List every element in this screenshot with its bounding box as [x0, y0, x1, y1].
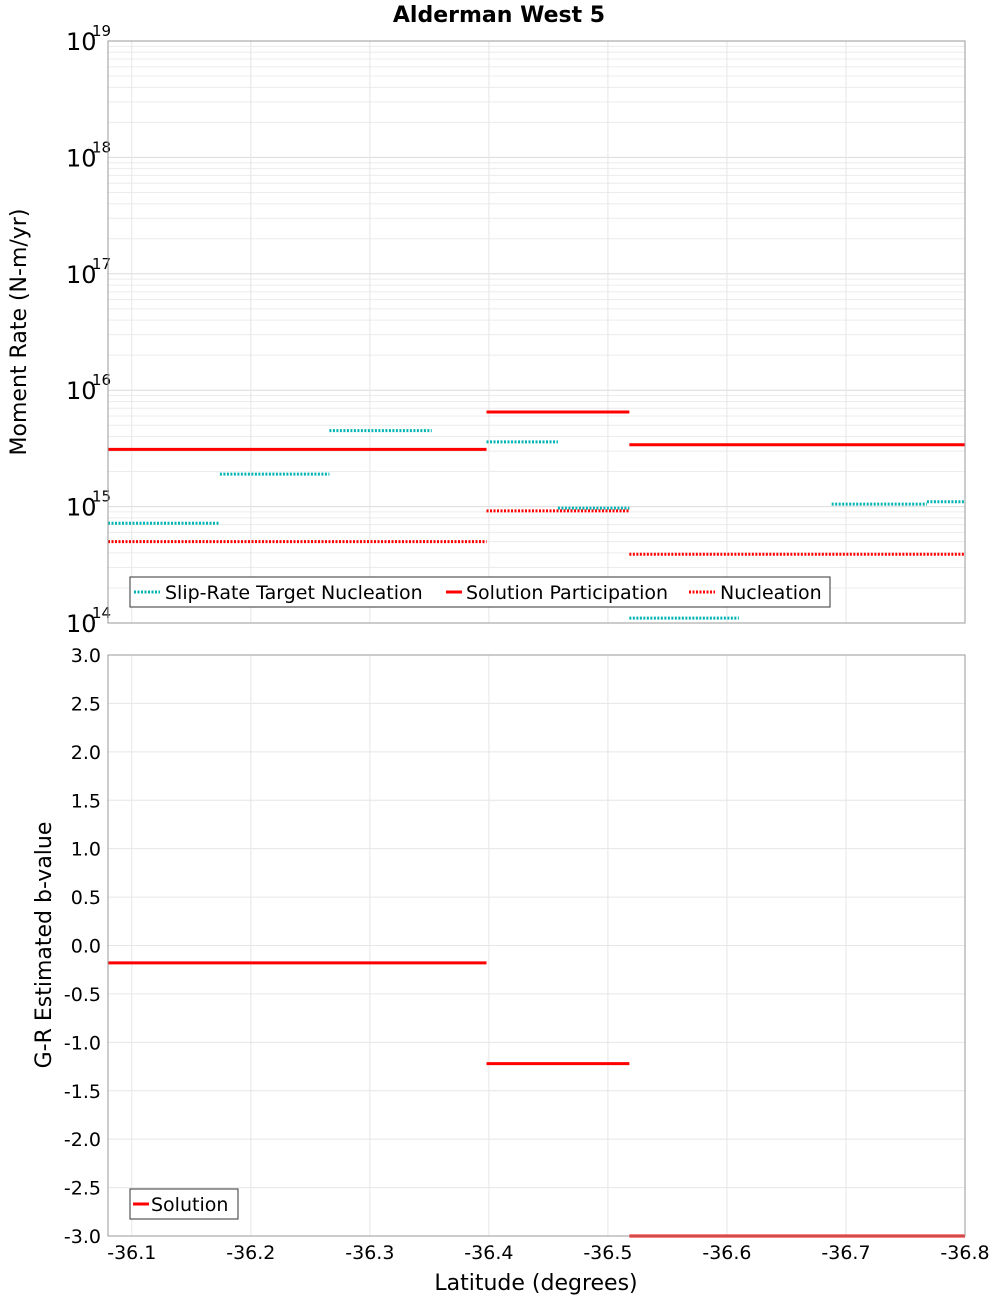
x-tick-label: -36.6 — [702, 1242, 751, 1264]
bottom-y-tick-label: -0.5 — [64, 984, 101, 1006]
bottom-y-tick-label: 0.0 — [71, 936, 101, 958]
bottom-y-tick-label: 1.5 — [71, 790, 101, 812]
x-tick-label: -36.4 — [464, 1242, 513, 1264]
bottom-y-tick-label: -3.0 — [64, 1226, 101, 1248]
x-tick-label: -36.1 — [107, 1242, 156, 1264]
top-y-tick-exponent: 19 — [92, 22, 111, 40]
top-y-tick-label: 10 — [66, 28, 97, 56]
top-y-tick-exponent: 16 — [92, 371, 111, 389]
bottom-y-tick-label: -2.5 — [64, 1178, 101, 1200]
top-y-tick-label: 10 — [66, 610, 97, 638]
top-legend-label: Nucleation — [720, 582, 822, 604]
top-y-tick-label: 10 — [66, 144, 97, 172]
bottom-grid — [108, 654, 966, 1237]
top-legend-box — [129, 576, 831, 608]
top-y-axis-label: Moment Rate (N-m/yr) — [7, 209, 32, 456]
bottom-plot-border — [107, 654, 966, 1237]
x-tick-label: -36.3 — [345, 1242, 394, 1264]
top-y-tick-label: 10 — [66, 377, 97, 405]
top-legend-label: Solution Participation — [466, 582, 668, 604]
bottom-legend: Solution — [129, 1188, 239, 1220]
x-tick-label: -36.2 — [226, 1242, 275, 1264]
top-y-tick-label: 10 — [66, 261, 97, 289]
bottom-y-axis-label: G-R Estimated b-value — [32, 822, 57, 1069]
x-axis-label: Latitude (degrees) — [434, 1271, 637, 1296]
bottom-y-ticks: 3.0 2.5 2.0 1.5 1.0 0.5 0.0 -0.5 -1.0 -1.5 -2.0 -2.… — [64, 645, 101, 1248]
bottom-y-tick-label: 1.0 — [71, 839, 101, 861]
x-ticks: -36.1 -36.2 -36.3 -36.4 -36.5 -36.6 -36.7 -36.8 — [107, 1242, 989, 1264]
top-plot-area — [108, 41, 965, 623]
b-value-plot: 3.0 2.5 2.0 1.5 1.0 0.5 0.0 -0.5 -1.0 -1.5 -2.0 -2.… — [64, 645, 990, 1264]
bottom-legend-label: Solution — [151, 1194, 228, 1216]
top-y-tick-exponent: 15 — [92, 488, 111, 506]
top-y-tick-exponent: 18 — [92, 138, 111, 156]
x-tick-label: -36.7 — [821, 1242, 870, 1264]
bottom-y-tick-label: 3.0 — [71, 645, 101, 667]
top-y-tick-exponent: 17 — [92, 255, 111, 273]
top-y-tick-exponent: 14 — [92, 604, 111, 622]
top-grid — [108, 41, 966, 624]
bottom-y-tick-label: 2.5 — [71, 693, 101, 715]
top-plot-border — [107, 40, 966, 624]
bottom-y-tick-label: 2.0 — [71, 742, 101, 764]
bottom-y-tick-label: 0.5 — [71, 887, 101, 909]
bottom-y-tick-label: -1.5 — [64, 1081, 101, 1103]
top-legend-label: Slip-Rate Target Nucleation — [165, 582, 423, 604]
bottom-y-tick-label: -1.0 — [64, 1032, 101, 1054]
top-series — [108, 410, 965, 620]
bottom-y-tick-label: -2.0 — [64, 1129, 101, 1151]
top-legend: Slip-Rate Target Nucleation Solution Part… — [129, 576, 831, 608]
top-y-tick-label: 10 — [66, 494, 97, 522]
chart-title: Alderman West 5 — [393, 3, 605, 28]
x-tick-label: -36.8 — [940, 1242, 989, 1264]
x-tick-label: -36.5 — [583, 1242, 632, 1264]
